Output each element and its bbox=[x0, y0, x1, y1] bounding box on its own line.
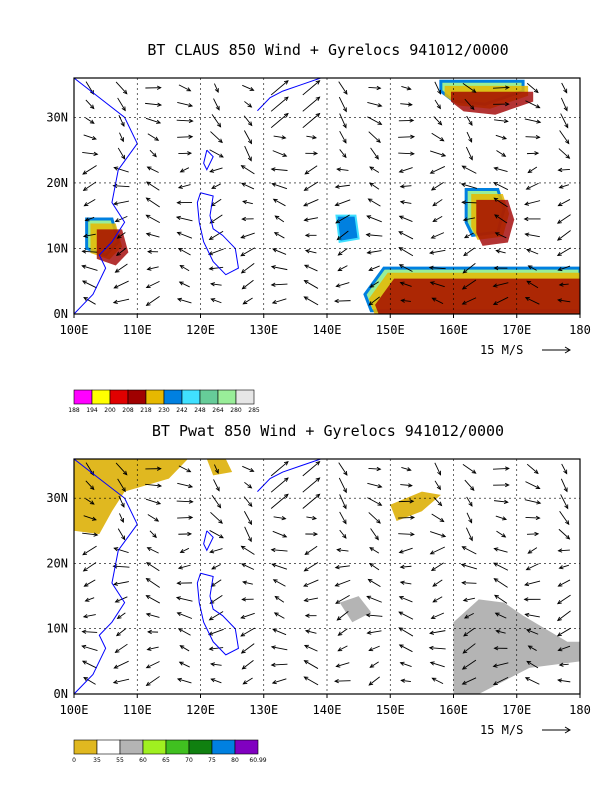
colorbar-label: 60 bbox=[139, 757, 147, 764]
x-tick-label: 160E bbox=[439, 703, 468, 717]
coastline-taiwan bbox=[203, 149, 214, 171]
x-tick-label: 120E bbox=[186, 703, 215, 717]
colorbar-label: 65 bbox=[162, 757, 170, 764]
colorbar-label: 248 bbox=[194, 407, 206, 414]
gridlines bbox=[74, 78, 580, 314]
x-tick-label: 170E bbox=[502, 703, 531, 717]
y-tick-label: 10N bbox=[46, 622, 68, 636]
y-tick-label: 30N bbox=[46, 491, 68, 505]
x-tick-label: 110E bbox=[123, 323, 152, 337]
colorbar-swatch bbox=[234, 739, 259, 755]
colorbar-label: 200 bbox=[104, 407, 116, 414]
colorbar-label: 0 bbox=[72, 757, 76, 764]
colorbar-swatch bbox=[165, 739, 190, 755]
colorbar-swatch bbox=[235, 389, 255, 405]
coastline-philippines bbox=[196, 572, 240, 656]
colorbar-swatch bbox=[127, 389, 147, 405]
panel2-colorbar: 0 35 55 60 65 70 75 80 60.99 bbox=[72, 739, 267, 764]
x-tick-label: 180 bbox=[569, 703, 591, 717]
field-pwat-east-moist bbox=[453, 599, 580, 694]
x-tick-label: 130E bbox=[249, 323, 278, 337]
colorbar-swatch bbox=[145, 389, 165, 405]
colorbar-label: 285 bbox=[248, 407, 260, 414]
colorbar-swatch bbox=[96, 739, 121, 755]
colorbar-swatch bbox=[109, 389, 129, 405]
colorbar-label: 280 bbox=[230, 407, 242, 414]
x-tick-label: 170E bbox=[502, 323, 531, 337]
colorbar-swatch bbox=[211, 739, 236, 755]
wind-vectors bbox=[81, 80, 571, 306]
colorbar-label: 75 bbox=[208, 757, 216, 764]
y-tick-label: 10N bbox=[46, 241, 68, 255]
y-tick-label: 0N bbox=[54, 307, 68, 321]
panel2-title: BT Pwat 850 Wind + Gyrelocs 941012/0000 bbox=[152, 422, 504, 440]
colorbar-label: 242 bbox=[176, 407, 188, 414]
colorbar-swatch bbox=[181, 389, 201, 405]
x-tick-label: 160E bbox=[439, 323, 468, 337]
coastline-asia bbox=[74, 78, 138, 314]
panel1-plot: 100E 110E 120E 130E 140E 150E 160E 170E 180 0N 10N… bbox=[46, 77, 591, 357]
colorbar-label: 70 bbox=[185, 757, 193, 764]
coastline-philippines bbox=[196, 192, 240, 276]
colorbar-label: 188 bbox=[68, 407, 80, 414]
colorbar-label: 230 bbox=[158, 407, 170, 414]
coastline-japan bbox=[257, 78, 321, 112]
panel1-title: BT CLAUS 850 Wind + Gyrelocs 941012/0000 bbox=[147, 41, 508, 59]
coastline-japan bbox=[257, 459, 321, 492]
gridlines bbox=[74, 459, 580, 694]
colorbar-swatch bbox=[73, 739, 98, 755]
field-pwat-150-dry bbox=[390, 491, 441, 522]
field-pwat-west-dry bbox=[74, 459, 188, 535]
field-pwat-japan-dry bbox=[206, 459, 233, 476]
colorbar-swatch bbox=[163, 389, 183, 405]
x-tick-label: 100E bbox=[60, 323, 89, 337]
colorbar-swatch bbox=[119, 739, 144, 755]
colorbar-swatch bbox=[142, 739, 167, 755]
y-tick-label: 20N bbox=[46, 556, 68, 570]
y-tick-label: 20N bbox=[46, 176, 68, 190]
x-tick-label: 150E bbox=[376, 323, 405, 337]
x-tick-label: 120E bbox=[186, 323, 215, 337]
panel1-colorbar: 188 194 200 208 218 230 242 248 264 280 285 bbox=[68, 389, 260, 414]
colorbar-swatch bbox=[91, 389, 111, 405]
coastline-taiwan bbox=[203, 530, 214, 552]
field-cloud-south-peak bbox=[375, 278, 580, 314]
vector-reference: 15 M/S bbox=[480, 723, 523, 737]
field-cloud-north-peak bbox=[450, 91, 534, 115]
x-tick-label: 130E bbox=[249, 703, 278, 717]
colorbar-swatch bbox=[199, 389, 219, 405]
y-tick-label: 30N bbox=[46, 110, 68, 124]
colorbar-label: 35 bbox=[93, 757, 101, 764]
x-tick-label: 110E bbox=[123, 703, 152, 717]
colorbar-swatch bbox=[73, 389, 93, 405]
colorbar-label: 218 bbox=[140, 407, 152, 414]
x-tick-label: 100E bbox=[60, 703, 89, 717]
colorbar-label: 208 bbox=[122, 407, 134, 414]
vector-reference: 15 M/S bbox=[480, 343, 523, 357]
field-cloud-indochina-peak bbox=[96, 229, 129, 266]
wind-vectors bbox=[81, 461, 571, 687]
field-cloud-east-peak bbox=[476, 199, 515, 246]
y-tick-label: 0N bbox=[54, 687, 68, 701]
x-tick-label: 140E bbox=[313, 703, 342, 717]
panel2-plot: 100E 110E 120E 130E 140E 150E 160E 170E 180 0N 10N… bbox=[46, 458, 591, 737]
colorbar-swatch bbox=[217, 389, 237, 405]
x-tick-label: 180 bbox=[569, 323, 591, 337]
colorbar-label: 55 bbox=[116, 757, 124, 764]
colorbar-swatch bbox=[188, 739, 213, 755]
x-tick-label: 140E bbox=[313, 323, 342, 337]
field-pwat-145-moist bbox=[339, 596, 372, 623]
colorbar-label: 194 bbox=[86, 407, 98, 414]
colorbar-label: 264 bbox=[212, 407, 224, 414]
x-tick-label: 150E bbox=[376, 703, 405, 717]
colorbar-label: 80 bbox=[231, 757, 239, 764]
colorbar-label: 60.99 bbox=[249, 757, 266, 764]
